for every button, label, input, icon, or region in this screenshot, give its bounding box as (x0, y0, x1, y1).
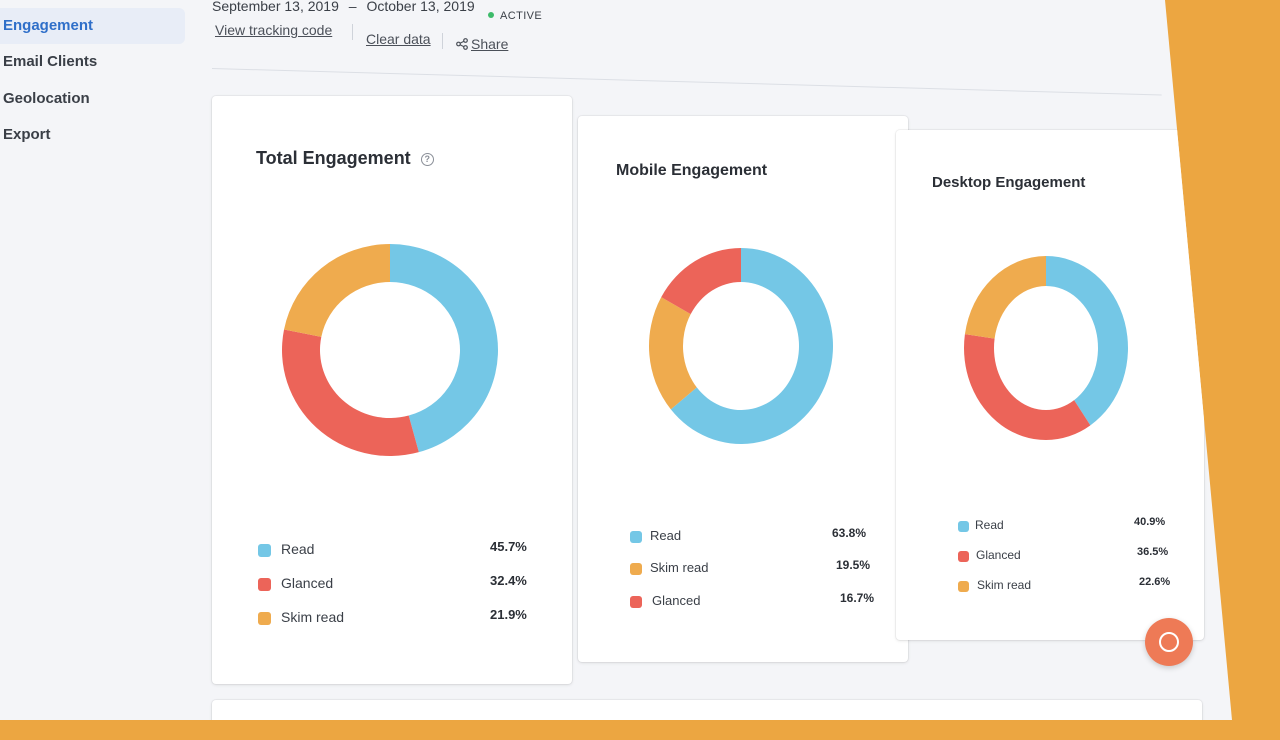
sidebar-item-export[interactable]: Export (3, 126, 51, 143)
donut-slice-glanced (964, 334, 1091, 440)
donut-slice-glanced (282, 329, 419, 456)
legend-item: Skim read 22.6% (958, 576, 1178, 598)
legend-swatch (958, 551, 969, 562)
legend-item: Skim read 19.5% (630, 558, 875, 580)
view-tracking-code-link[interactable]: View tracking code (215, 22, 333, 38)
desktop-engagement-donut (964, 256, 1128, 440)
chart-legend: Read 63.8% Skim read 19.5% Glanced 16.7% (630, 526, 875, 608)
legend-value: 63.8% (832, 526, 867, 540)
legend-label: Read (975, 518, 1004, 532)
date-separator: – (348, 0, 357, 14)
chat-icon (1159, 632, 1179, 652)
share-label: Share (471, 36, 509, 52)
legend-swatch (258, 578, 271, 591)
status-badge: ACTIVE (488, 10, 542, 22)
legend-label: Read (650, 528, 682, 543)
sidebar-item-geolocation[interactable]: Geolocation (3, 90, 90, 107)
legend-swatch (258, 612, 271, 625)
mobile-engagement-card: Mobile Engagement Read 63.8% Skim read 1… (578, 116, 908, 662)
legend-label: Glanced (976, 548, 1021, 562)
donut-slice-read (670, 248, 833, 444)
card-title-text: Total Engagement (256, 148, 411, 168)
clear-data-link[interactable]: Clear data (366, 31, 431, 47)
donut-slice-skim-read (284, 244, 390, 337)
status-label: ACTIVE (500, 10, 543, 22)
legend-value: 21.9% (490, 607, 527, 622)
total-engagement-card: Total Engagement? Read 45.7% Glanced 32.… (212, 96, 572, 684)
desktop-engagement-card: Desktop Engagement Read 40.9% Glanced 36… (896, 130, 1204, 640)
legend-value: 32.4% (490, 573, 527, 588)
legend-item: Read 45.7% (258, 539, 532, 561)
date-start: September 13, 2019 (212, 0, 339, 14)
help-icon[interactable]: ? (420, 153, 434, 166)
status-dot-icon (488, 12, 494, 18)
date-range: September 13, 2019 – October 13, 2019 (212, 0, 475, 14)
legend-value: 45.7% (490, 539, 527, 554)
legend-label: Read (281, 541, 315, 557)
card-title: Mobile Engagement (616, 162, 768, 179)
legend-item: Skim read 21.9% (258, 607, 532, 629)
share-link[interactable]: Share (456, 36, 508, 52)
legend-label: Skim read (977, 578, 1032, 592)
legend-label: Glanced (652, 593, 701, 608)
sidebar-item-engagement[interactable]: Engagement (0, 8, 185, 44)
legend-swatch (630, 563, 642, 575)
legend-swatch (258, 544, 271, 557)
legend-item: Glanced 36.5% (958, 546, 1178, 568)
mobile-engagement-donut (649, 248, 833, 444)
legend-item: Glanced 32.4% (258, 573, 532, 595)
legend-item: Glanced 16.7% (630, 591, 875, 613)
legend-label: Glanced (281, 575, 334, 591)
legend-swatch (630, 596, 642, 608)
legend-item: Read 63.8% (630, 526, 875, 548)
legend-swatch (958, 521, 969, 532)
legend-value: 16.7% (840, 591, 875, 605)
legend-swatch (630, 531, 642, 543)
donut-slice-skim-read (964, 256, 1046, 339)
legend-value: 19.5% (836, 558, 871, 572)
chart-legend: Read 45.7% Glanced 32.4% Skim read 21.9% (258, 539, 532, 629)
date-end: October 13, 2019 (366, 0, 475, 14)
legend-value: 36.5% (1137, 546, 1169, 558)
legend-label: Skim read (650, 560, 709, 575)
total-engagement-donut (282, 244, 498, 456)
sidebar-item-email-clients[interactable]: Email Clients (3, 53, 98, 70)
chart-legend: Read 40.9% Glanced 36.5% Skim read 22.6% (958, 516, 1178, 596)
legend-value: 22.6% (1139, 576, 1171, 588)
link-divider (352, 24, 353, 40)
link-divider (442, 33, 443, 49)
next-card (212, 700, 1202, 720)
donut-slice-read (1046, 256, 1128, 426)
chat-button[interactable] (1145, 618, 1193, 666)
donut-slice-skim-read (649, 297, 697, 410)
legend-swatch (958, 581, 969, 592)
donut-slice-read (390, 244, 498, 453)
legend-label: Skim read (281, 609, 345, 625)
card-title: Desktop Engagement (932, 174, 1086, 191)
donut-slice-glanced (661, 248, 741, 315)
sidebar: Engagement Email Clients Geolocation Exp… (0, 0, 190, 720)
card-title: Total Engagement? (256, 148, 434, 169)
app-screen: Engagement Email Clients Geolocation Exp… (0, 0, 1232, 720)
share-icon (456, 38, 468, 50)
legend-item: Read 40.9% (958, 516, 1178, 538)
legend-value: 40.9% (1134, 516, 1166, 528)
report-header: September 13, 2019 – October 13, 2019 AC… (212, 0, 1162, 90)
